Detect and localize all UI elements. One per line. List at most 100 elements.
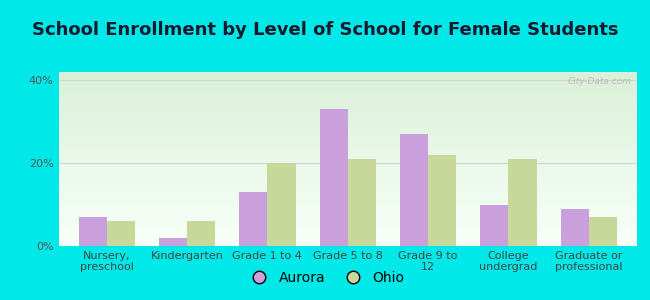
Bar (58, 206, 637, 208)
Bar (58, 150, 637, 152)
Bar (58, 143, 637, 145)
Bar (58, 201, 637, 203)
Bar (58, 244, 637, 246)
Bar (58, 112, 637, 114)
Bar (58, 218, 637, 220)
Bar (58, 135, 637, 137)
Bar (58, 197, 637, 199)
Bar (58, 189, 637, 190)
Bar (58, 72, 637, 74)
Bar (58, 208, 637, 209)
Bar (58, 159, 637, 161)
Bar (428, 155, 456, 246)
Bar (58, 105, 637, 107)
Bar (58, 81, 637, 82)
Bar (58, 164, 637, 166)
Bar (58, 94, 637, 96)
Bar (58, 232, 637, 234)
Bar (58, 126, 637, 128)
Bar (561, 209, 589, 246)
Bar (58, 227, 637, 229)
Bar (58, 84, 637, 86)
Bar (58, 196, 637, 197)
Bar (58, 237, 637, 239)
Bar (58, 89, 637, 91)
Bar (58, 124, 637, 126)
Bar (58, 180, 637, 182)
Bar (58, 166, 637, 168)
Bar (58, 82, 637, 84)
Bar (58, 222, 637, 224)
Bar (58, 155, 637, 157)
Bar (58, 211, 637, 213)
Bar (58, 98, 637, 100)
Bar (58, 183, 637, 185)
Bar (58, 152, 637, 154)
Bar (58, 96, 637, 98)
Bar (107, 221, 135, 246)
Bar (58, 145, 637, 147)
Bar (58, 110, 637, 112)
Bar (58, 100, 637, 102)
Bar (58, 142, 637, 143)
Bar (58, 241, 637, 242)
Bar (58, 204, 637, 206)
Bar (58, 213, 637, 215)
Bar (58, 119, 637, 121)
Bar (58, 133, 637, 135)
Bar (58, 93, 637, 94)
Bar (58, 148, 637, 150)
Bar (58, 230, 637, 232)
Bar (480, 205, 508, 246)
Bar (58, 116, 637, 117)
Bar (400, 134, 428, 246)
Bar (58, 202, 637, 204)
Bar (58, 107, 637, 109)
Bar (58, 86, 637, 88)
Bar (58, 122, 637, 124)
Text: School Enrollment by Level of School for Female Students: School Enrollment by Level of School for… (32, 21, 618, 39)
Bar (58, 88, 637, 89)
Bar (58, 234, 637, 236)
Bar (58, 136, 637, 138)
Legend: Aurora, Ohio: Aurora, Ohio (240, 265, 410, 290)
Bar (58, 74, 637, 76)
Bar (58, 140, 637, 142)
Bar (239, 192, 267, 246)
Bar (58, 76, 637, 77)
Bar (58, 225, 637, 227)
Bar (58, 242, 637, 244)
Bar (58, 163, 637, 164)
Bar (58, 190, 637, 192)
Bar (267, 163, 296, 246)
Bar (58, 175, 637, 176)
Bar (58, 138, 637, 140)
Bar (58, 91, 637, 93)
Bar (320, 109, 348, 246)
Bar (58, 77, 637, 79)
Bar (508, 159, 536, 246)
Bar (58, 131, 637, 133)
Bar (58, 199, 637, 201)
Text: City-Data.com: City-Data.com (567, 77, 631, 86)
Bar (58, 128, 637, 129)
Bar (58, 102, 637, 103)
Bar (58, 117, 637, 119)
Bar (58, 229, 637, 230)
Bar (58, 147, 637, 148)
Bar (58, 185, 637, 187)
Bar (58, 157, 637, 159)
Bar (58, 154, 637, 155)
Bar (187, 221, 215, 246)
Bar (79, 217, 107, 246)
Bar (58, 129, 637, 131)
Bar (58, 114, 637, 116)
Bar (58, 216, 637, 218)
Bar (58, 79, 637, 81)
Bar (58, 236, 637, 237)
Bar (58, 178, 637, 180)
Bar (58, 169, 637, 171)
Bar (58, 224, 637, 225)
Bar (348, 159, 376, 246)
Bar (58, 220, 637, 222)
